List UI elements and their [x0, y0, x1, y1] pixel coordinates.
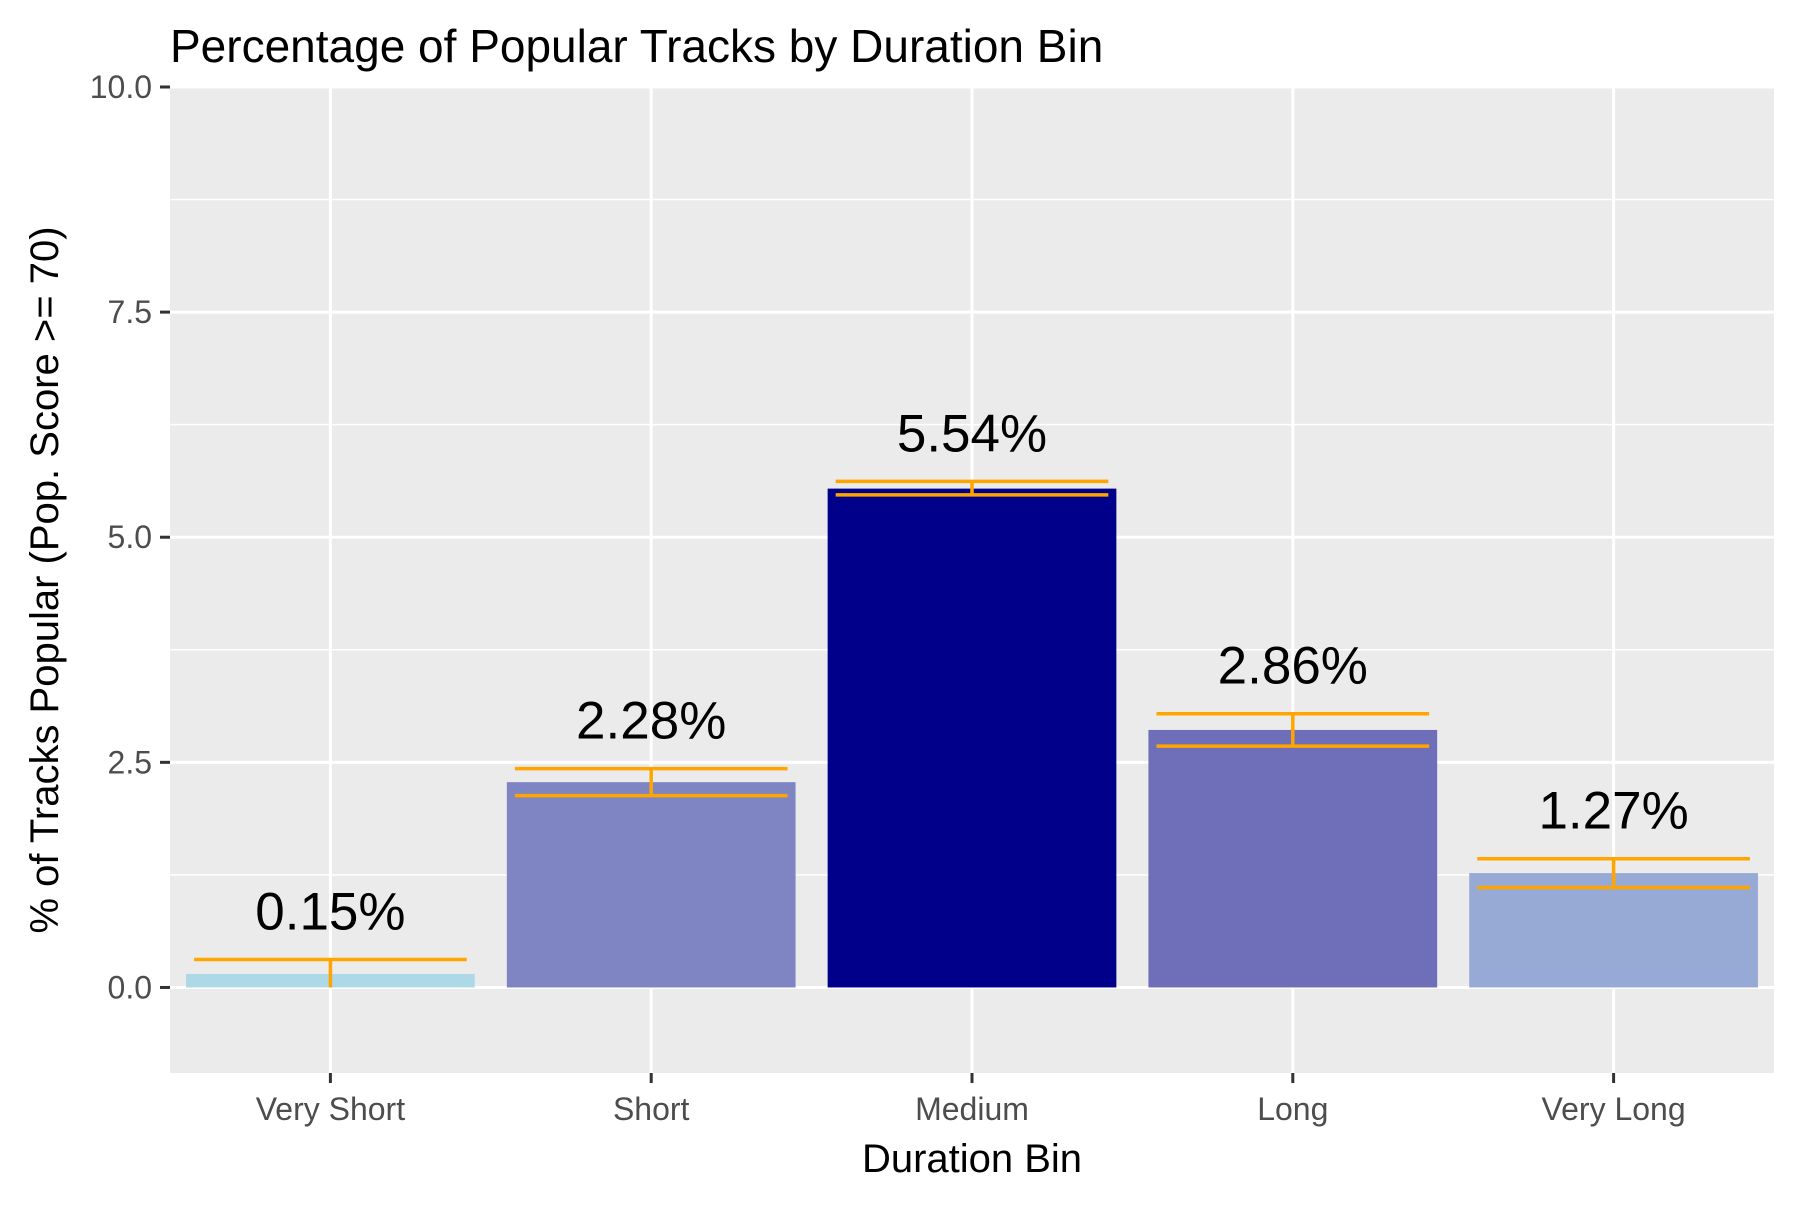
y-tick-label: 0.0 — [108, 969, 152, 1005]
x-tick-label: Long — [1257, 1091, 1328, 1127]
bar — [827, 488, 1117, 988]
bar — [506, 782, 796, 988]
data-label: 2.28% — [576, 692, 726, 751]
x-tick-label: Medium — [915, 1091, 1029, 1127]
data-label: 5.54% — [897, 404, 1047, 463]
error-bar — [835, 479, 1109, 497]
error-bar — [514, 766, 788, 798]
y-tick-label: 7.5 — [108, 294, 152, 330]
bars-group — [186, 488, 1758, 988]
bar — [1469, 873, 1758, 988]
y-tick-label: 2.5 — [108, 744, 152, 780]
x-axis-title: Duration Bin — [862, 1137, 1082, 1181]
y-tick-label: 5.0 — [108, 519, 152, 555]
data-label: 2.86% — [1218, 637, 1368, 696]
error-bars-group — [194, 479, 1750, 988]
x-tick-label: Very Short — [256, 1091, 406, 1127]
chart-title: Percentage of Popular Tracks by Duration… — [170, 20, 1103, 72]
y-tick-label: 10.0 — [90, 69, 152, 105]
x-tick-label: Very Long — [1542, 1091, 1686, 1127]
x-tick-label: Short — [613, 1091, 690, 1127]
y-axis-title: % of Tracks Popular (Pop. Score >= 70) — [23, 226, 67, 933]
bar — [1148, 729, 1438, 988]
error-bar — [1156, 711, 1430, 748]
data-label: 0.15% — [255, 883, 405, 942]
error-bar — [194, 957, 467, 988]
x-axis: Very Short Short Medium Long Very Long — [256, 1073, 1686, 1127]
error-bar — [1477, 856, 1750, 890]
y-axis: 0.0 2.5 5.0 7.5 10.0 — [90, 69, 170, 1005]
value-labels-group: 0.15% 2.28% 5.54% 2.86% 1.27% — [255, 404, 1688, 941]
data-label: 1.27% — [1538, 782, 1688, 841]
